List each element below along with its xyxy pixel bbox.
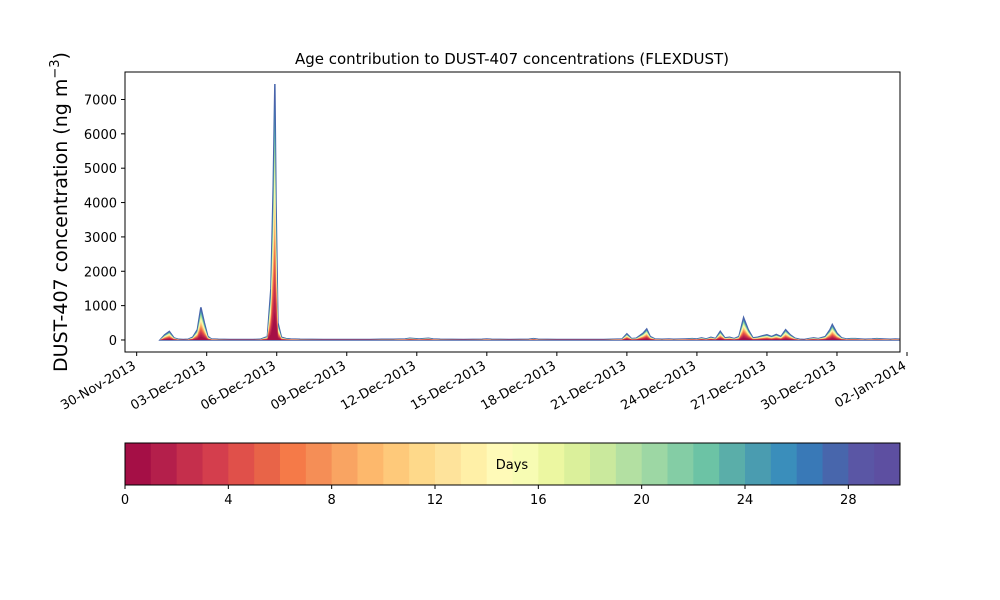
chart-title: Age contribution to DUST-407 concentrati… [295, 50, 729, 68]
colorbar-tick-label: 16 [530, 493, 547, 508]
colorbar-segment [202, 443, 229, 485]
colorbar [125, 443, 901, 485]
colorbar-segment [719, 443, 746, 485]
colorbar-segment [383, 443, 410, 485]
colorbar-tick-label: 24 [737, 493, 754, 508]
y-tick-label: 2000 [84, 265, 117, 280]
x-tick-label: 24-Dec-2013 [619, 358, 699, 413]
x-tick-label: 09-Dec-2013 [268, 358, 348, 413]
colorbar-segment [280, 443, 307, 485]
x-tick-label: 03-Dec-2013 [128, 358, 208, 413]
colorbar-segment [667, 443, 694, 485]
colorbar-segment [564, 443, 591, 485]
plot-frame [124, 71, 901, 353]
colorbar-segment [331, 443, 358, 485]
colorbar-segment [305, 443, 333, 485]
x-tick-label: 02-Jan-2014 [832, 358, 909, 411]
y-axis-ticks: 0 1000 2000 3000 4000 5000 6000 7000 [84, 93, 125, 349]
y-tick-label: 7000 [84, 93, 117, 108]
x-axis-ticks: 30-Nov-201303-Dec-201306-Dec-201309-Dec-… [58, 352, 909, 414]
colorbar-segment [848, 443, 875, 485]
colorbar-frame [124, 442, 901, 486]
colorbar-segment [409, 443, 436, 485]
colorbar-segment [435, 443, 462, 485]
colorbar-segment [150, 443, 178, 485]
y-tick-label: 4000 [84, 197, 117, 212]
age-stack-areas [158, 84, 900, 341]
colorbar-ticks: 0 4 8 12 16 20 24 28 [121, 485, 857, 508]
colorbar-segment [228, 443, 255, 485]
colorbar-segment [254, 443, 281, 485]
colorbar-segment [641, 443, 668, 485]
colorbar-segment [693, 443, 720, 485]
colorbar-segment [125, 443, 152, 485]
y-tick-label: 6000 [84, 128, 117, 143]
y-tick-label: 1000 [84, 300, 117, 315]
colorbar-tick-label: 0 [121, 493, 129, 508]
y-axis-label-exponent: −3 [48, 59, 63, 78]
colorbar-tick-label: 8 [328, 493, 336, 508]
colorbar-segment [874, 443, 901, 485]
y-tick-label: 3000 [84, 231, 117, 246]
colorbar-segment [357, 443, 384, 485]
colorbar-segment [745, 443, 772, 485]
colorbar-label: Days [496, 458, 529, 473]
x-tick-label: 12-Dec-2013 [338, 358, 418, 413]
colorbar-segment [590, 443, 617, 485]
x-tick-label: 06-Dec-2013 [198, 358, 278, 413]
x-tick-label: 21-Dec-2013 [548, 358, 628, 413]
y-axis-label: DUST-407 concentration (ng m−3) [48, 52, 72, 372]
colorbar-segment [796, 443, 823, 485]
colorbar-tick-label: 12 [427, 493, 444, 508]
colorbar-tick-label: 28 [840, 493, 857, 508]
colorbar-tick-label: 4 [224, 493, 232, 508]
x-tick-label: 18-Dec-2013 [478, 358, 558, 413]
colorbar-tick-label: 20 [633, 493, 650, 508]
colorbar-segment [176, 443, 203, 485]
colorbar-segment [460, 443, 488, 485]
colorbar-segment [512, 443, 539, 485]
colorbar-segment [538, 443, 565, 485]
x-tick-label: 15-Dec-2013 [408, 358, 488, 413]
x-tick-label: 27-Dec-2013 [689, 358, 769, 413]
colorbar-segment [770, 443, 798, 485]
y-tick-label: 0 [109, 334, 117, 349]
colorbar-segment [615, 443, 643, 485]
colorbar-segment [822, 443, 849, 485]
y-axis-label-close: ) [50, 52, 72, 59]
y-tick-label: 5000 [84, 162, 117, 177]
age-layer-day-29 [158, 84, 900, 341]
x-tick-label: 30-Dec-2013 [759, 358, 839, 413]
colorbar-segment [486, 443, 513, 485]
y-axis-label-main: DUST-407 concentration (ng m [50, 79, 72, 372]
